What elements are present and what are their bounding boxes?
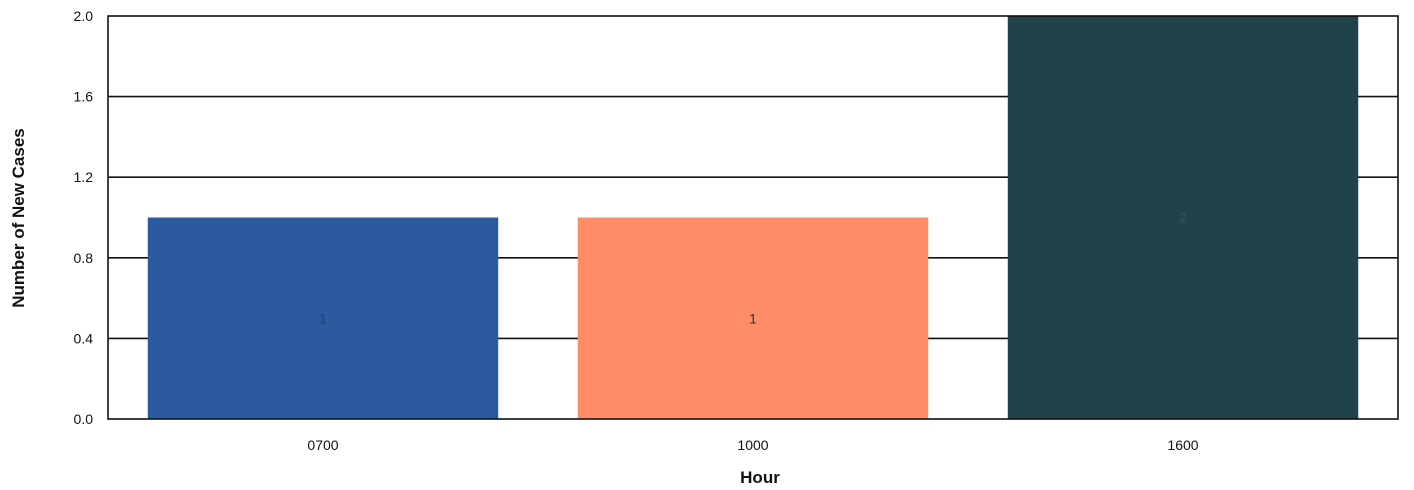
x-axis-ticks: 0700 1000 1600 — [307, 437, 1198, 453]
x-tick-label: 1000 — [737, 437, 768, 453]
plot-frame — [107, 15, 1399, 420]
x-tick-label: 1600 — [1167, 437, 1198, 453]
x-axis-title: Hour — [740, 468, 780, 487]
y-tick-label: 0.8 — [74, 250, 94, 266]
y-axis-ticks: 0.0 0.4 0.8 1.2 1.6 2.0 — [74, 8, 94, 427]
data-label: 1 — [319, 310, 327, 326]
bar-1000 — [577, 217, 929, 419]
bar-0700 — [147, 217, 499, 419]
data-labels: 1 1 2 — [319, 210, 1187, 327]
y-axis-title: Number of New Cases — [9, 128, 28, 308]
data-label: 1 — [749, 310, 757, 326]
y-tick-label: 0.0 — [74, 411, 94, 427]
y-tick-label: 2.0 — [74, 8, 94, 24]
y-tick-label: 1.2 — [74, 169, 94, 185]
bar-1600 — [1007, 16, 1359, 419]
y-tick-label: 0.4 — [74, 330, 94, 346]
plot-border — [107, 15, 1399, 420]
x-tick-label: 0700 — [307, 437, 338, 453]
y-tick-label: 1.6 — [74, 89, 94, 105]
bars — [147, 16, 1359, 419]
data-label: 2 — [1179, 210, 1187, 226]
